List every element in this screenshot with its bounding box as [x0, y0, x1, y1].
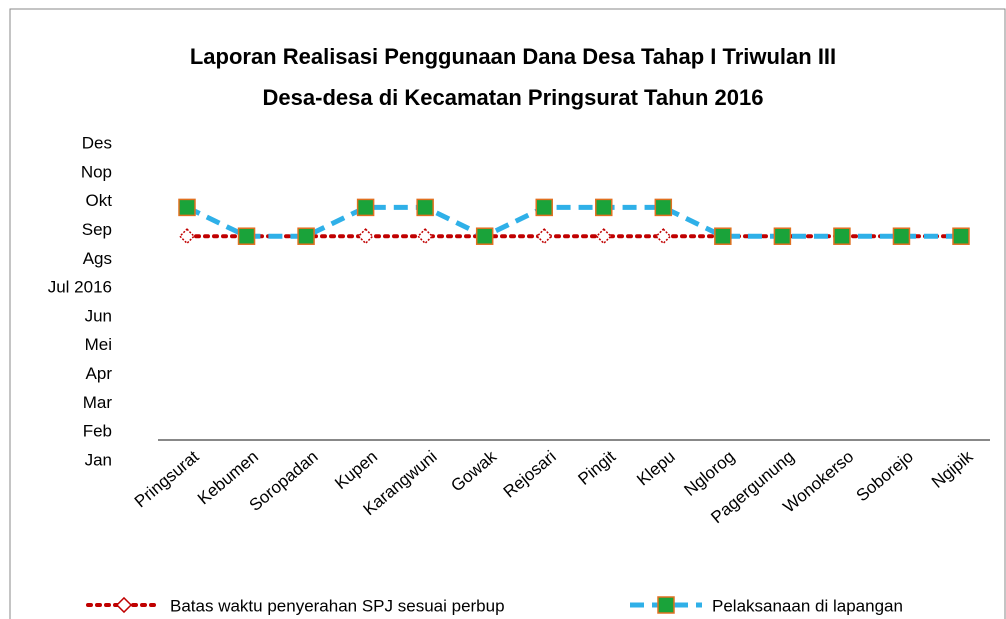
y-tick-label: Jan: [85, 450, 112, 469]
y-tick-label: Des: [82, 133, 112, 152]
point: [356, 198, 375, 217]
y-tick-label: Okt: [86, 191, 113, 210]
point: [952, 227, 970, 245]
point: [535, 198, 553, 217]
point: [297, 227, 315, 245]
y-tick-label: Nop: [81, 162, 112, 181]
chart-border: [9, 8, 1006, 619]
y-tick-label: Apr: [86, 364, 113, 383]
point: [178, 228, 196, 245]
point: [417, 228, 434, 245]
y-tick-label: Feb: [83, 422, 112, 441]
point: [536, 228, 553, 245]
point: [833, 227, 851, 245]
point: [178, 198, 196, 217]
legend-marker: [115, 596, 133, 614]
point: [655, 228, 672, 245]
y-tick-label: Sep: [82, 220, 112, 239]
legend-label: Batas waktu penyerahan SPJ sesuai perbup: [170, 596, 505, 615]
chart-title: Desa-desa di Kecamatan Pringsurat Tahun …: [263, 85, 764, 110]
point: [595, 198, 613, 217]
y-tick-label: Jun: [85, 306, 112, 325]
legend-marker: [657, 596, 675, 614]
y-tick-label: Ags: [83, 249, 112, 268]
point: [595, 228, 612, 245]
chart-title: Laporan Realisasi Penggunaan Dana Desa T…: [190, 44, 836, 69]
point: [654, 198, 673, 217]
point: [773, 227, 792, 245]
point: [475, 227, 494, 245]
series-line: [185, 204, 961, 239]
point: [237, 227, 256, 245]
legend-label: Pelaksanaan di lapangan: [712, 596, 903, 615]
y-tick-label: Mar: [83, 393, 113, 412]
point: [714, 227, 732, 245]
y-tick-label: Jul 2016: [48, 278, 112, 297]
point: [416, 198, 434, 217]
y-tick-label: Mei: [85, 335, 112, 354]
point: [892, 227, 911, 245]
point: [357, 228, 374, 245]
